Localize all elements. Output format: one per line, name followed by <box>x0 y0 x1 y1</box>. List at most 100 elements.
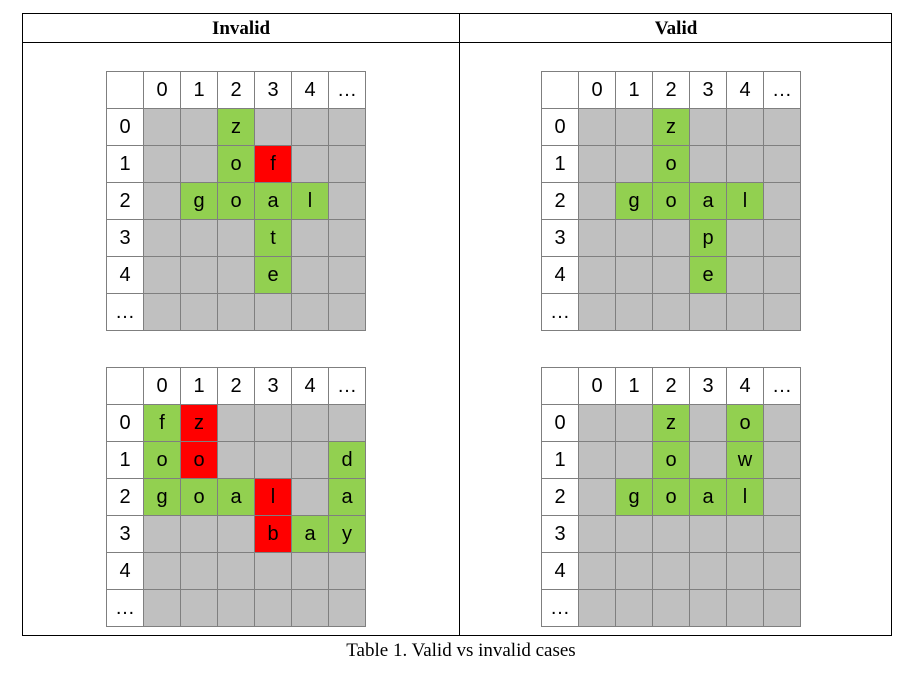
empty-cell <box>217 515 255 553</box>
row-label: 1 <box>106 441 144 479</box>
empty-cell <box>217 219 255 257</box>
empty-cell <box>578 515 616 553</box>
empty-cell <box>291 293 329 331</box>
letter-cell: f <box>143 404 181 442</box>
empty-cell <box>615 256 653 294</box>
empty-cell <box>652 293 690 331</box>
column-label: 0 <box>143 367 181 405</box>
empty-cell <box>652 256 690 294</box>
letter-cell: t <box>254 219 292 257</box>
letter-cell: p <box>689 219 727 257</box>
empty-cell <box>578 404 616 442</box>
corner-cell <box>106 71 144 109</box>
empty-cell <box>726 293 764 331</box>
corner-cell <box>541 367 579 405</box>
empty-cell <box>143 589 181 627</box>
empty-cell <box>763 441 801 479</box>
empty-cell <box>615 219 653 257</box>
empty-cell <box>763 256 801 294</box>
empty-cell <box>143 145 181 183</box>
column-label: … <box>763 71 801 109</box>
empty-cell <box>763 589 801 627</box>
letter-cell: e <box>254 256 292 294</box>
empty-cell <box>652 552 690 590</box>
empty-cell <box>689 404 727 442</box>
letter-cell: o <box>652 145 690 183</box>
column-label: 2 <box>652 71 690 109</box>
row-label: 3 <box>541 515 579 553</box>
row-label: … <box>106 293 144 331</box>
valid-header: Valid <box>654 18 698 39</box>
empty-cell <box>578 108 616 146</box>
empty-cell <box>291 256 329 294</box>
empty-cell <box>180 145 218 183</box>
row-label: … <box>541 293 579 331</box>
empty-cell <box>615 404 653 442</box>
letter-cell: w <box>726 441 764 479</box>
empty-cell <box>328 182 366 220</box>
row-label: 4 <box>106 552 144 590</box>
letter-cell: g <box>615 182 653 220</box>
empty-cell <box>726 552 764 590</box>
empty-cell <box>143 552 181 590</box>
empty-cell <box>615 293 653 331</box>
letter-cell: o <box>652 441 690 479</box>
conflict-cell: f <box>254 145 292 183</box>
empty-cell <box>726 256 764 294</box>
grid-row: 4 <box>106 552 366 590</box>
empty-cell <box>578 256 616 294</box>
empty-cell <box>615 552 653 590</box>
column-divider <box>459 14 460 635</box>
column-label: 4 <box>291 367 329 405</box>
letter-cell: o <box>217 182 255 220</box>
letter-cell: o <box>652 478 690 516</box>
row-label: 2 <box>106 182 144 220</box>
empty-cell <box>291 478 329 516</box>
letter-cell: a <box>689 478 727 516</box>
row-label: 4 <box>541 552 579 590</box>
empty-cell <box>254 404 292 442</box>
header-divider <box>23 42 891 43</box>
column-label: 2 <box>217 71 255 109</box>
empty-cell <box>763 182 801 220</box>
row-label: 4 <box>106 256 144 294</box>
invalid-grid-1: 0 1 2 3 4… 0 z 1 o f 2 g o a l 3 t 4 e… <box>106 71 366 331</box>
row-label: … <box>541 589 579 627</box>
invalid-header: Invalid <box>211 18 271 39</box>
empty-cell <box>180 515 218 553</box>
empty-cell <box>291 441 329 479</box>
column-label: 4 <box>726 367 764 405</box>
empty-cell <box>615 145 653 183</box>
column-label: 3 <box>254 367 292 405</box>
empty-cell <box>652 515 690 553</box>
empty-cell <box>180 589 218 627</box>
grid-row: … <box>106 589 366 627</box>
letter-cell: l <box>291 182 329 220</box>
row-label: 0 <box>541 108 579 146</box>
empty-cell <box>217 552 255 590</box>
empty-cell <box>578 552 616 590</box>
empty-cell <box>217 589 255 627</box>
row-label: 0 <box>541 404 579 442</box>
empty-cell <box>615 515 653 553</box>
empty-cell <box>328 293 366 331</box>
empty-cell <box>180 219 218 257</box>
column-label: 1 <box>180 71 218 109</box>
empty-cell <box>143 108 181 146</box>
column-label: 0 <box>143 71 181 109</box>
letter-cell: a <box>291 515 329 553</box>
empty-cell <box>763 478 801 516</box>
table-caption: Table 1. Valid vs invalid cases <box>346 640 576 661</box>
empty-cell <box>180 256 218 294</box>
row-label: 2 <box>541 182 579 220</box>
empty-cell <box>217 441 255 479</box>
